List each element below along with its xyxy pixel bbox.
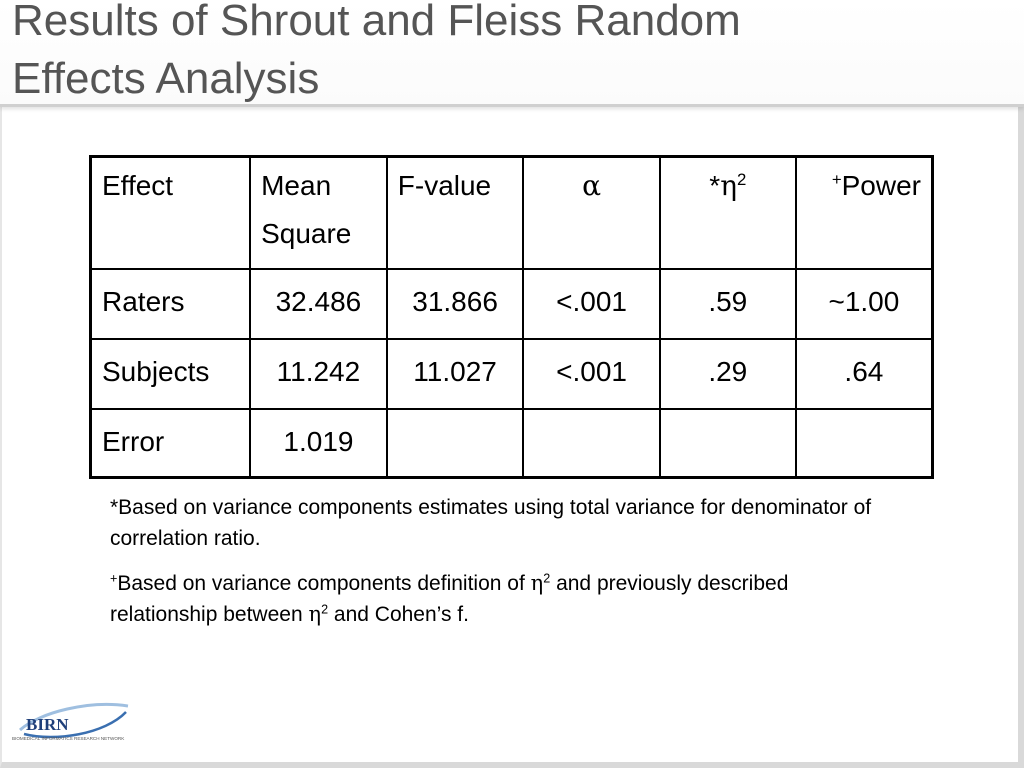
- footnote-2-part-a: Based on variance components definition …: [117, 572, 531, 595]
- logo-swoosh-bottom: [23, 711, 127, 739]
- header-eta-squared: *η2: [658, 155, 797, 270]
- header-f-value: F-value: [385, 155, 525, 270]
- results-table: Effect Mean Square F-value α *η2 +Power R…: [89, 155, 934, 479]
- footnote-2: +Based on variance components definition…: [110, 568, 900, 630]
- birn-logo: BIRN BIOMEDICAL INFORMATICS RESEARCH NET…: [12, 702, 129, 741]
- title-line-2: Effects Analysis: [12, 54, 320, 103]
- footnote-2-part-b: and previously described relationship be…: [110, 572, 789, 626]
- power-label: Power: [841, 170, 921, 201]
- footnotes: *Based on variance components estimates …: [110, 492, 900, 644]
- header-effect: Effect: [89, 155, 252, 270]
- cell-eta2: .29: [658, 338, 797, 410]
- logo-name: BIRN: [26, 715, 69, 734]
- header-mean-square-line-2: Square: [261, 218, 352, 249]
- cell-f-value: 11.027: [385, 338, 525, 410]
- header-mean-square: Mean Square: [249, 155, 388, 270]
- table-row: Raters 32.486 31.866 <.001 .59 ~1.00: [89, 268, 934, 340]
- table-row: Error 1.019: [89, 408, 934, 479]
- eta-exponent: 2: [736, 169, 747, 189]
- title-band: Results of Shrout and Fleiss Random Effec…: [0, 0, 1024, 107]
- eta-symbol: η: [530, 571, 544, 595]
- table-row: Subjects 11.242 11.027 <.001 .29 .64: [89, 338, 934, 410]
- cell-f-value: [385, 408, 525, 479]
- eta-symbol: η: [720, 169, 737, 202]
- eta-prefix: *: [709, 170, 721, 201]
- eta-exponent: 2: [543, 571, 551, 586]
- cell-power: [794, 408, 934, 479]
- eta-symbol: η: [308, 602, 322, 626]
- cell-alpha: <.001: [522, 338, 661, 410]
- header-alpha: α: [522, 155, 661, 270]
- footnote-2-prefix: +: [110, 571, 118, 586]
- cell-alpha: [522, 408, 661, 479]
- header-mean-square-line-1: Mean: [261, 170, 332, 201]
- cell-f-value: 31.866: [385, 268, 525, 340]
- title-line-1: Results of Shrout and Fleiss Random: [12, 0, 741, 45]
- eta-exponent: 2: [321, 602, 329, 617]
- header-power: +Power: [794, 155, 934, 270]
- cell-eta2: .59: [658, 268, 797, 340]
- cell-mean-square: 1.019: [249, 408, 388, 479]
- cell-eta2: [658, 408, 797, 479]
- power-prefix: +: [831, 169, 842, 189]
- cell-effect: Raters: [89, 268, 252, 340]
- page-title: Results of Shrout and Fleiss Random Effec…: [12, 0, 741, 108]
- table-header-row: Effect Mean Square F-value α *η2 +Power: [89, 155, 934, 270]
- logo-tagline: BIOMEDICAL INFORMATICS RESEARCH NETWORK: [12, 736, 125, 741]
- footnote-2-part-c: and Cohen’s f.: [328, 603, 469, 626]
- logo-swoosh-top: [18, 702, 129, 732]
- alpha-symbol: α: [582, 169, 602, 202]
- cell-effect: Subjects: [89, 338, 252, 410]
- footnote-1: *Based on variance components estimates …: [110, 496, 872, 550]
- cell-alpha: <.001: [522, 268, 661, 340]
- cell-power: ~1.00: [794, 268, 934, 340]
- cell-mean-square: 11.242: [249, 338, 388, 410]
- cell-mean-square: 32.486: [249, 268, 388, 340]
- cell-power: .64: [794, 338, 934, 410]
- cell-effect: Error: [89, 408, 252, 479]
